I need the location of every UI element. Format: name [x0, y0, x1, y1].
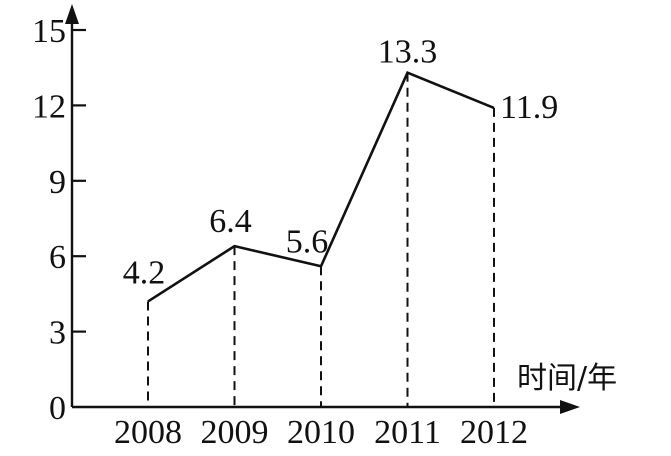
y-tick-label: 0: [49, 390, 66, 427]
x-axis-arrow-icon: [560, 400, 580, 414]
data-labels: 4.2 6.4 5.6 13.3 11.9: [123, 34, 559, 292]
x-axis-label: 时间/年: [517, 361, 617, 396]
y-axis-arrow-icon: [65, 4, 79, 24]
y-tick-label: 15: [32, 13, 66, 50]
y-axis-ticks: 0 3 6 9 12 15: [32, 13, 86, 427]
data-label: 11.9: [500, 89, 558, 126]
data-label: 6.4: [209, 203, 252, 240]
data-label: 13.3: [378, 34, 438, 71]
y-tick-label: 12: [32, 88, 66, 125]
x-tick-label: 2009: [201, 414, 269, 451]
x-tick-label: 2012: [460, 414, 528, 451]
x-tick-label: 2010: [287, 414, 355, 451]
axes: [65, 4, 580, 414]
series-line: [147, 71, 495, 303]
y-tick-label: 3: [49, 315, 66, 352]
data-label: 4.2: [123, 254, 166, 291]
data-label: 5.6: [286, 223, 329, 260]
x-axis-ticks: 2008 2009 2010 2011 2012: [114, 414, 528, 451]
drop-lines: [147, 72, 495, 407]
x-tick-label: 2008: [114, 414, 182, 451]
y-tick-label: 9: [49, 164, 66, 201]
x-tick-label: 2011: [374, 414, 441, 451]
y-tick-label: 6: [49, 239, 66, 276]
